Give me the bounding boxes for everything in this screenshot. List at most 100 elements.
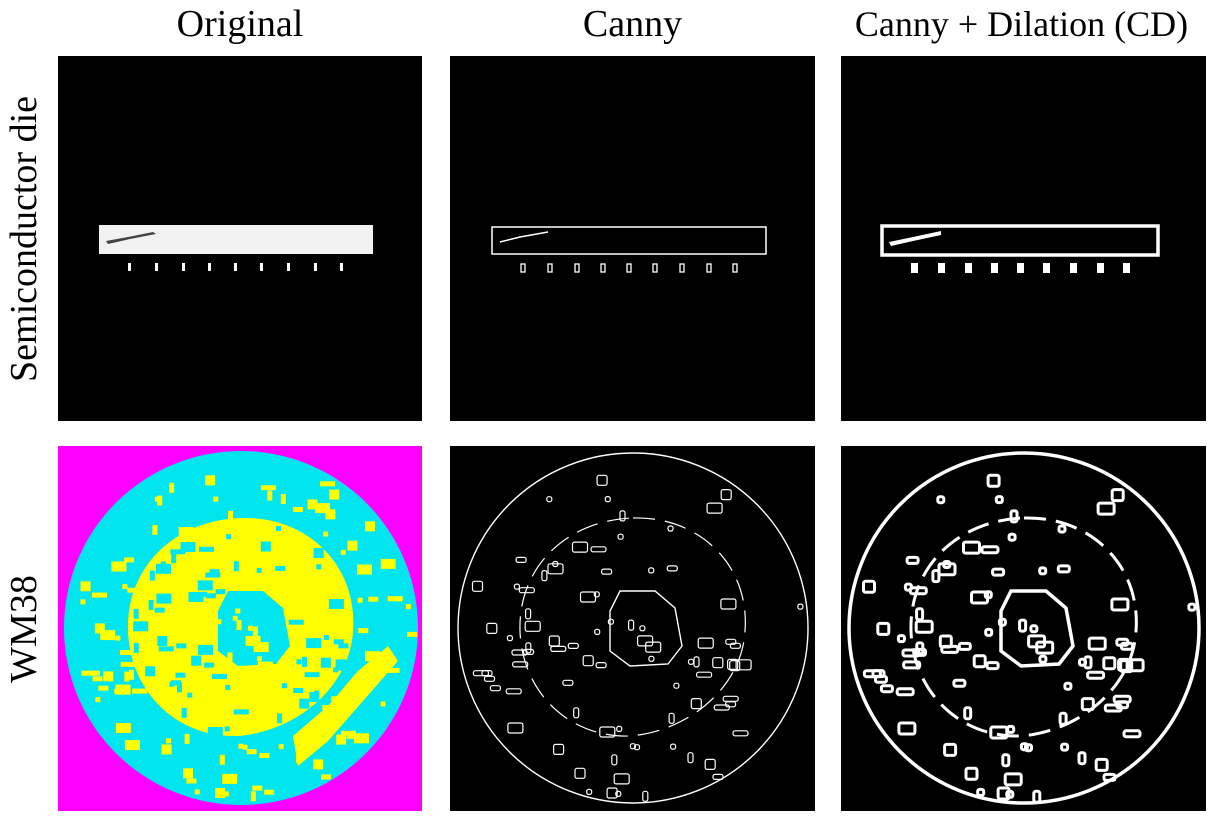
speckle-edge <box>1122 729 1142 739</box>
wafer-speckle <box>207 727 223 737</box>
wafer-speckle <box>264 789 275 795</box>
speckle-edge <box>507 722 524 734</box>
row-label-wm38-text: WM38 <box>3 574 45 683</box>
wafer-speckle <box>170 549 186 555</box>
speckle-edge <box>616 725 623 732</box>
wafer-speckle <box>198 644 214 655</box>
speckle-edge <box>729 660 741 672</box>
wafer-speckle <box>242 744 248 750</box>
wafer-speckle <box>115 635 121 641</box>
wafer-speckle <box>357 564 372 575</box>
wafer-speckle <box>187 692 193 698</box>
wafer-speckle <box>222 773 238 784</box>
speckle-edge <box>712 657 724 669</box>
speckle-edge <box>732 730 749 737</box>
wafer-speckle <box>357 597 363 603</box>
wafer-ring-edge <box>519 517 746 737</box>
wafer-speckle <box>154 496 160 502</box>
wafer-speckle <box>178 527 194 537</box>
speckle-edge <box>639 625 646 632</box>
speckle-edge <box>595 662 607 669</box>
wafer-speckle <box>380 701 386 707</box>
speckle-edge <box>668 712 675 724</box>
wafer-speckle <box>306 638 322 649</box>
speckle-edge <box>895 687 915 697</box>
wafer-speckle <box>368 596 379 602</box>
speckle-edge <box>1003 772 1023 787</box>
wafer-speckle <box>278 744 284 750</box>
wafer-speckle <box>387 596 403 602</box>
wafer-speckle <box>152 524 158 535</box>
speckle-edge <box>735 659 752 671</box>
speckle-edge <box>601 568 613 575</box>
wafer-speckle <box>347 540 358 551</box>
speckle-edge <box>897 721 917 736</box>
speckle-edge <box>562 679 574 686</box>
wafer-speckle <box>219 754 225 765</box>
wafer-speckle <box>247 625 253 631</box>
die-dilated-pins <box>911 263 1130 273</box>
speckle-edge <box>687 658 695 665</box>
wafer-speckle <box>238 743 244 749</box>
speckle-edge <box>524 620 541 632</box>
wafer-speckle <box>322 705 338 710</box>
speckle-edge <box>512 661 529 668</box>
die-cd-image <box>880 224 1160 273</box>
wafer-speckle <box>156 593 172 604</box>
wafer-speckle <box>354 733 369 744</box>
speckle-edge <box>976 787 986 797</box>
wafer-speckle <box>158 554 169 565</box>
wafer-speckle <box>170 680 181 686</box>
speckle-edge <box>594 628 601 635</box>
wafer-speckle <box>94 623 105 634</box>
wafer-speckle <box>120 661 136 667</box>
wafer-speckle <box>215 788 226 798</box>
speckle-edge <box>489 685 502 692</box>
wafer-speckle <box>321 774 331 780</box>
speckle-edge <box>690 698 702 710</box>
speckle-edge <box>486 622 498 634</box>
speckle-edge <box>1009 509 1019 524</box>
die-dilated-outline <box>880 224 1160 257</box>
speckle-edge <box>547 563 564 575</box>
speckle-edge <box>970 590 989 605</box>
wafer-speckle <box>95 697 101 703</box>
speckle-edge <box>984 627 994 637</box>
wafer-speckle <box>132 688 148 694</box>
wafer-speckle <box>277 713 283 724</box>
speckle-edge <box>515 556 527 564</box>
speckle-edge <box>725 701 737 708</box>
speckle-edge <box>729 642 741 649</box>
speckle-edge <box>483 675 496 682</box>
wafer-speckle <box>145 570 151 581</box>
speckle-edge <box>908 586 928 596</box>
wafer-speckle <box>186 778 197 784</box>
speckle-edge <box>876 621 891 636</box>
speckle-edge <box>1077 751 1087 766</box>
wafer-speckle <box>313 548 324 558</box>
speckle-edge <box>1006 724 1016 734</box>
speckle-edge <box>617 533 624 540</box>
wafer-speckle <box>323 635 329 640</box>
wafer-speckle <box>183 768 193 779</box>
speckle-edge <box>1029 624 1039 634</box>
speckle-edge <box>997 617 1007 627</box>
speckle-edge <box>1024 743 1033 753</box>
wafer-speckle <box>103 671 114 682</box>
wafer-speckle <box>341 730 356 736</box>
wafer-speckle <box>276 526 281 531</box>
wafer-speckle <box>158 646 174 652</box>
wafer-speckle <box>81 670 97 676</box>
wafer-speckle <box>98 685 109 691</box>
wm38-cd-image <box>847 451 1201 805</box>
wafer-cyan-speckles <box>133 526 360 741</box>
wafer-speckle <box>205 572 221 578</box>
wafer-speckle <box>246 749 257 755</box>
speckle-edge <box>1087 636 1107 651</box>
speckle-edge <box>1080 697 1095 712</box>
wafer-speckle <box>213 496 219 502</box>
wafer-speckle <box>92 592 107 598</box>
wafer-edge-outline <box>457 452 809 804</box>
wafer-speckle <box>188 592 204 602</box>
speckle-edge <box>722 695 739 702</box>
